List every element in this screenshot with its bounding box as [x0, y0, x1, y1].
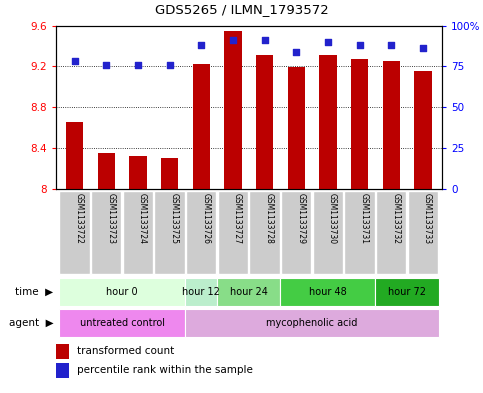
- Bar: [193, 64, 210, 189]
- Bar: [129, 156, 147, 189]
- Text: GSM1133731: GSM1133731: [360, 193, 369, 244]
- Text: GSM1133733: GSM1133733: [423, 193, 432, 244]
- Bar: [56, 344, 69, 358]
- Text: hour 72: hour 72: [388, 287, 426, 297]
- Bar: [287, 67, 305, 189]
- Bar: [123, 191, 153, 274]
- Bar: [319, 55, 337, 189]
- Point: [261, 37, 269, 43]
- Text: hour 24: hour 24: [230, 287, 268, 297]
- Bar: [313, 191, 343, 274]
- Point: [229, 37, 237, 43]
- Bar: [414, 72, 432, 189]
- Text: GSM1133722: GSM1133722: [74, 193, 84, 244]
- Point: [324, 39, 332, 45]
- Bar: [56, 364, 69, 378]
- Text: time  ▶: time ▶: [15, 287, 53, 297]
- Bar: [408, 191, 438, 274]
- Bar: [218, 191, 248, 274]
- Text: GSM1133724: GSM1133724: [138, 193, 147, 244]
- Point: [292, 48, 300, 55]
- Bar: [185, 309, 439, 337]
- Bar: [256, 55, 273, 189]
- Bar: [91, 191, 121, 274]
- Bar: [66, 122, 83, 189]
- Text: percentile rank within the sample: percentile rank within the sample: [77, 365, 253, 375]
- Bar: [59, 191, 90, 274]
- Text: GSM1133725: GSM1133725: [170, 193, 179, 244]
- Text: transformed count: transformed count: [77, 346, 174, 356]
- Text: GSM1133729: GSM1133729: [296, 193, 305, 244]
- Bar: [161, 158, 178, 189]
- Bar: [155, 191, 185, 274]
- Bar: [376, 191, 407, 274]
- Text: untreated control: untreated control: [80, 318, 165, 328]
- Bar: [344, 191, 375, 274]
- Point: [356, 42, 364, 48]
- Text: GSM1133726: GSM1133726: [201, 193, 210, 244]
- Point: [419, 45, 427, 51]
- Bar: [98, 153, 115, 189]
- Bar: [351, 59, 369, 189]
- Text: GSM1133723: GSM1133723: [106, 193, 115, 244]
- Text: mycophenolic acid: mycophenolic acid: [267, 318, 358, 328]
- Bar: [375, 278, 439, 306]
- Bar: [217, 278, 281, 306]
- Bar: [281, 278, 375, 306]
- Text: GSM1133727: GSM1133727: [233, 193, 242, 244]
- Bar: [249, 191, 280, 274]
- Bar: [59, 278, 185, 306]
- Text: GSM1133730: GSM1133730: [328, 193, 337, 244]
- Text: GSM1133728: GSM1133728: [265, 193, 273, 244]
- Bar: [59, 309, 185, 337]
- Bar: [186, 191, 216, 274]
- Text: GDS5265 / ILMN_1793572: GDS5265 / ILMN_1793572: [155, 3, 328, 16]
- Point: [134, 62, 142, 68]
- Text: hour 48: hour 48: [309, 287, 347, 297]
- Text: hour 12: hour 12: [182, 287, 220, 297]
- Bar: [224, 31, 242, 189]
- Text: agent  ▶: agent ▶: [9, 318, 53, 328]
- Point: [166, 62, 173, 68]
- Point: [387, 42, 395, 48]
- Text: GSM1133732: GSM1133732: [391, 193, 400, 244]
- Bar: [281, 191, 312, 274]
- Point: [71, 58, 78, 64]
- Text: hour 0: hour 0: [106, 287, 138, 297]
- Bar: [185, 278, 217, 306]
- Bar: [383, 61, 400, 189]
- Point: [198, 42, 205, 48]
- Point: [102, 62, 110, 68]
